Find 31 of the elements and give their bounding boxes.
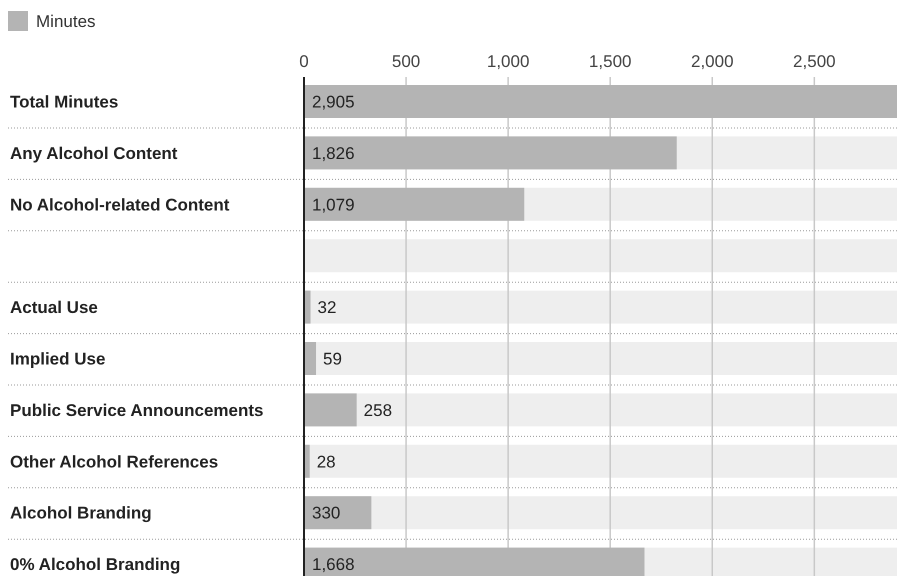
text: 1,079 bbox=[312, 195, 355, 214]
text: 330 bbox=[312, 504, 340, 523]
text: 258 bbox=[364, 400, 392, 420]
x-tick-label: 1,000 bbox=[486, 52, 530, 71]
text: 1,826 bbox=[312, 144, 355, 163]
text: 28 bbox=[316, 452, 336, 472]
bar bbox=[304, 136, 677, 170]
text: 2,905 bbox=[312, 92, 355, 112]
bar bbox=[304, 342, 316, 375]
x-tick-label: 1,500 bbox=[588, 52, 632, 71]
x-tick-label: 2,500 bbox=[793, 52, 836, 71]
legend-label: Minutes bbox=[36, 12, 96, 31]
text: 1,668 bbox=[312, 555, 355, 574]
text: 32 bbox=[318, 298, 336, 318]
y-tick-label: Alcohol Branding bbox=[10, 504, 152, 523]
y-tick-label: Actual Use bbox=[10, 298, 98, 318]
bar bbox=[304, 188, 524, 221]
bar bbox=[304, 393, 357, 426]
x-tick-label: 500 bbox=[392, 52, 420, 71]
y-tick-label: Other Alcohol References bbox=[10, 452, 218, 472]
text: 59 bbox=[323, 350, 342, 368]
y-tick-label: Any Alcohol Content bbox=[10, 144, 178, 163]
y-tick-label: 0% Alcohol Branding bbox=[10, 555, 180, 574]
x-tick-label: 0 bbox=[299, 52, 309, 71]
y-tick-label: Implied Use bbox=[10, 350, 106, 368]
y-tick-label: No Alcohol-related Content bbox=[10, 195, 230, 214]
x-tick-label: 2,000 bbox=[690, 52, 734, 71]
bar bbox=[304, 496, 372, 530]
bar bbox=[304, 85, 897, 118]
y-tick-label: Public Service Announcements bbox=[10, 400, 264, 420]
y-tick-label: Total Minutes bbox=[10, 92, 118, 112]
